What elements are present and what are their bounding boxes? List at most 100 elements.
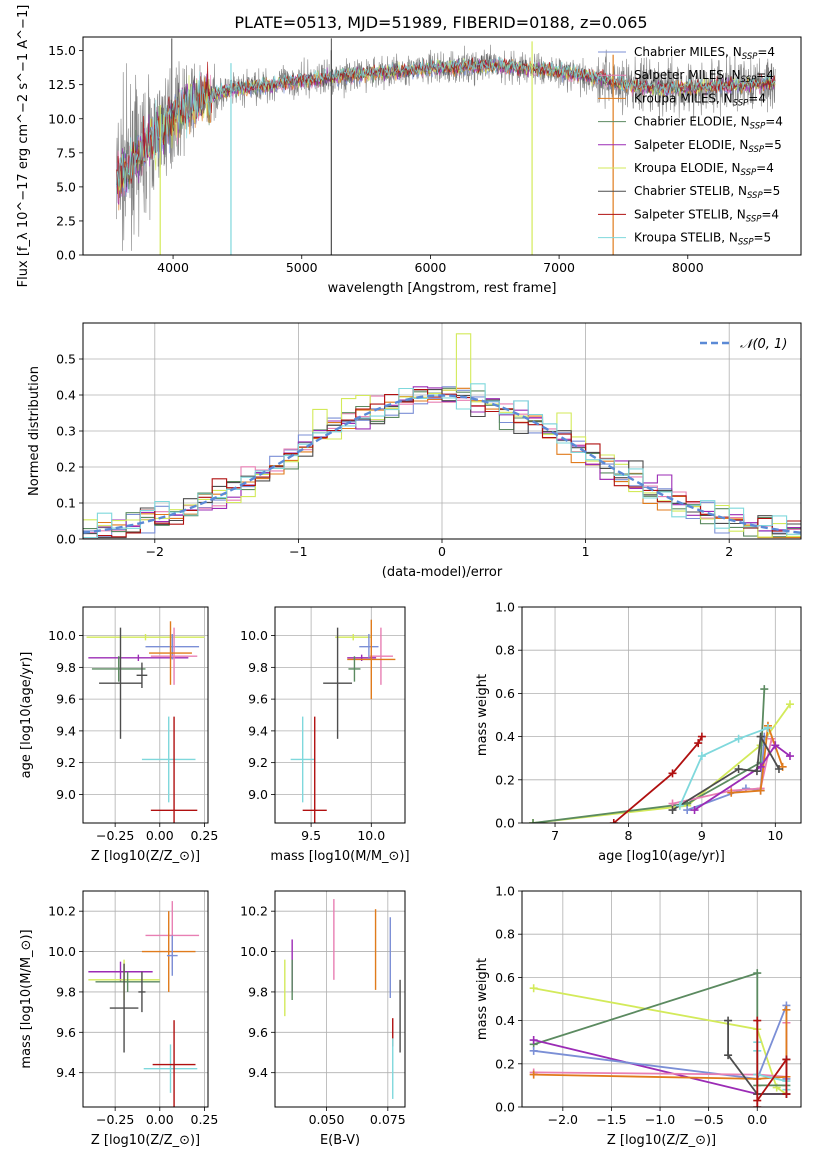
errorbar-point <box>152 1020 196 1107</box>
legend-subscript: SSP <box>741 75 757 85</box>
x-tick-label: 8 <box>624 828 632 843</box>
weight-marker <box>529 819 538 823</box>
y-tick-label: 0.8 <box>495 643 515 658</box>
legend-entry: Chabrier STELIB, NSSP=5 <box>634 184 780 201</box>
legend-entry: Salpeter ELODIE, NSSP=5 <box>634 138 782 155</box>
errorbar-point <box>88 961 153 982</box>
y-tick-label: 9.2 <box>248 755 268 770</box>
axes-frame <box>82 322 802 540</box>
errorbar-point <box>141 911 196 992</box>
x-tick-label: −2.0 <box>548 1112 578 1127</box>
x-tick-label: 10.0 <box>357 828 385 843</box>
errorbar-point <box>368 627 393 685</box>
weight-marker <box>668 806 677 815</box>
grid-age_vs_Z <box>83 607 208 823</box>
axes-frame <box>274 890 406 1108</box>
x-tick-label: 7 <box>551 828 559 843</box>
y-tick-label: 7.5 <box>56 145 76 160</box>
panel-spectrum: 4000 5000 6000 7000 8000 0.0 2.5 5.0 7.5 10.0 12.5… <box>16 5 802 296</box>
panel-age_vs_Z: −0.25 0.00 0.25 9.0 9.2 9.4 9.6 9.8 10.0 Z [log10… <box>19 606 218 864</box>
x-axis-label: (data-model)/error <box>382 565 503 580</box>
errorbar-point <box>347 619 396 700</box>
weight-marker <box>683 806 692 815</box>
weight-marker <box>675 801 684 810</box>
x-tick-label: −1.5 <box>596 1112 626 1127</box>
y-tick-label: 10.2 <box>48 904 76 919</box>
legend-entry: Kroupa MILES, NSSP=4 <box>634 91 766 108</box>
y-tick-label: 0.4 <box>56 388 76 403</box>
legend-text: =5 <box>754 231 772 245</box>
weight-marker <box>529 984 538 993</box>
x-tick-label: −0.25 <box>96 1112 134 1127</box>
legend-entry: Chabrier ELODIE, NSSP=4 <box>634 115 783 132</box>
x-tick-label: 9 <box>698 828 706 843</box>
legend-subscript: SSP <box>750 122 766 132</box>
x-tick-label: 1 <box>582 544 590 559</box>
y-tick-label: 10.2 <box>240 904 268 919</box>
weight-marker <box>668 769 677 778</box>
y-tick-label: 9.4 <box>56 1065 76 1080</box>
plot-area-age_vs_Z <box>86 621 205 823</box>
y-tick-label: 9.8 <box>248 660 268 675</box>
y-tick-label: 0.0 <box>495 1100 515 1115</box>
y-tick-label: 9.4 <box>248 1065 268 1080</box>
model-line-salpeter-stelib <box>116 57 776 194</box>
weight-line-salpeter-stelib <box>613 736 703 823</box>
weight-marker <box>760 685 769 694</box>
panel-mass_weight_vs_age: 7 8 9 10 0.0 0.2 0.4 0.6 0.8 1.0 age [log10(age/yr… <box>475 600 802 864</box>
legend-text: Salpeter STELIB, N <box>634 207 746 221</box>
weight-line-chabrier-elodie <box>532 689 766 823</box>
legend-text: Chabrier ELODIE, N <box>634 115 750 129</box>
legend-subscript: SSP <box>741 168 757 178</box>
weight-marker <box>782 1090 791 1099</box>
errorbar-point <box>348 656 361 682</box>
errorbar-point <box>149 621 192 685</box>
weight-marker <box>690 806 699 815</box>
legend-text: =4 <box>761 207 779 221</box>
y-tick-label: 9.4 <box>56 723 76 738</box>
y-tick-label: 12.5 <box>48 77 76 92</box>
legend-text: =5 <box>763 184 781 198</box>
weight-marker <box>697 732 706 741</box>
legend-entry: Kroupa STELIB, NSSP=5 <box>634 231 771 248</box>
errorbar-point <box>141 716 196 803</box>
x-tick-label: 9.5 <box>301 828 321 843</box>
x-tick-label: 7000 <box>543 260 575 275</box>
legend-text: Chabrier STELIB, N <box>634 184 747 198</box>
errorbar-point <box>109 963 139 1053</box>
axes-frame <box>82 606 209 824</box>
y-tick-label: 10.0 <box>48 628 76 643</box>
weight-marker <box>756 732 765 741</box>
y-tick-label: 9.0 <box>56 787 76 802</box>
plot-area-spectrum <box>116 38 776 255</box>
legend-text: =4 <box>757 45 775 59</box>
errorbar-point <box>323 627 353 739</box>
y-tick-label: 0.3 <box>56 424 76 439</box>
errorbar-point <box>302 716 327 823</box>
x-tick-label: 0.25 <box>191 1112 219 1127</box>
legend-entry: Kroupa ELODIE, NSSP=4 <box>634 161 774 178</box>
y-tick-label: 9.8 <box>56 984 76 999</box>
model-line-kroupa-stelib <box>116 56 776 195</box>
errorbar-point <box>290 716 315 803</box>
errorbar-point <box>138 971 146 1013</box>
weight-marker <box>753 1016 762 1025</box>
y-tick-label: 0.8 <box>495 927 515 942</box>
weight-marker <box>734 765 743 773</box>
legend-text: =4 <box>765 115 783 129</box>
errorbar-point <box>143 1044 198 1093</box>
errorbar-point <box>99 627 142 739</box>
y-axis-label: mass [log10(M/M_⊙)] <box>19 929 34 1068</box>
x-tick-label: 0.050 <box>309 1112 345 1127</box>
legend-entry: 𝒩(0, 1) <box>740 337 787 352</box>
grid-mass_vs_EBV <box>275 891 405 1107</box>
weight-line-kroupa-elodie <box>532 703 791 823</box>
y-tick-label: 0.4 <box>495 729 515 744</box>
errorbar-point <box>86 634 205 641</box>
y-tick-label: 0.1 <box>56 496 76 511</box>
x-axis-label: mass [log10(M/M_⊙)] <box>270 849 409 864</box>
weight-marker <box>609 819 618 823</box>
x-tick-label: 5000 <box>286 260 318 275</box>
weight-marker <box>785 700 794 709</box>
